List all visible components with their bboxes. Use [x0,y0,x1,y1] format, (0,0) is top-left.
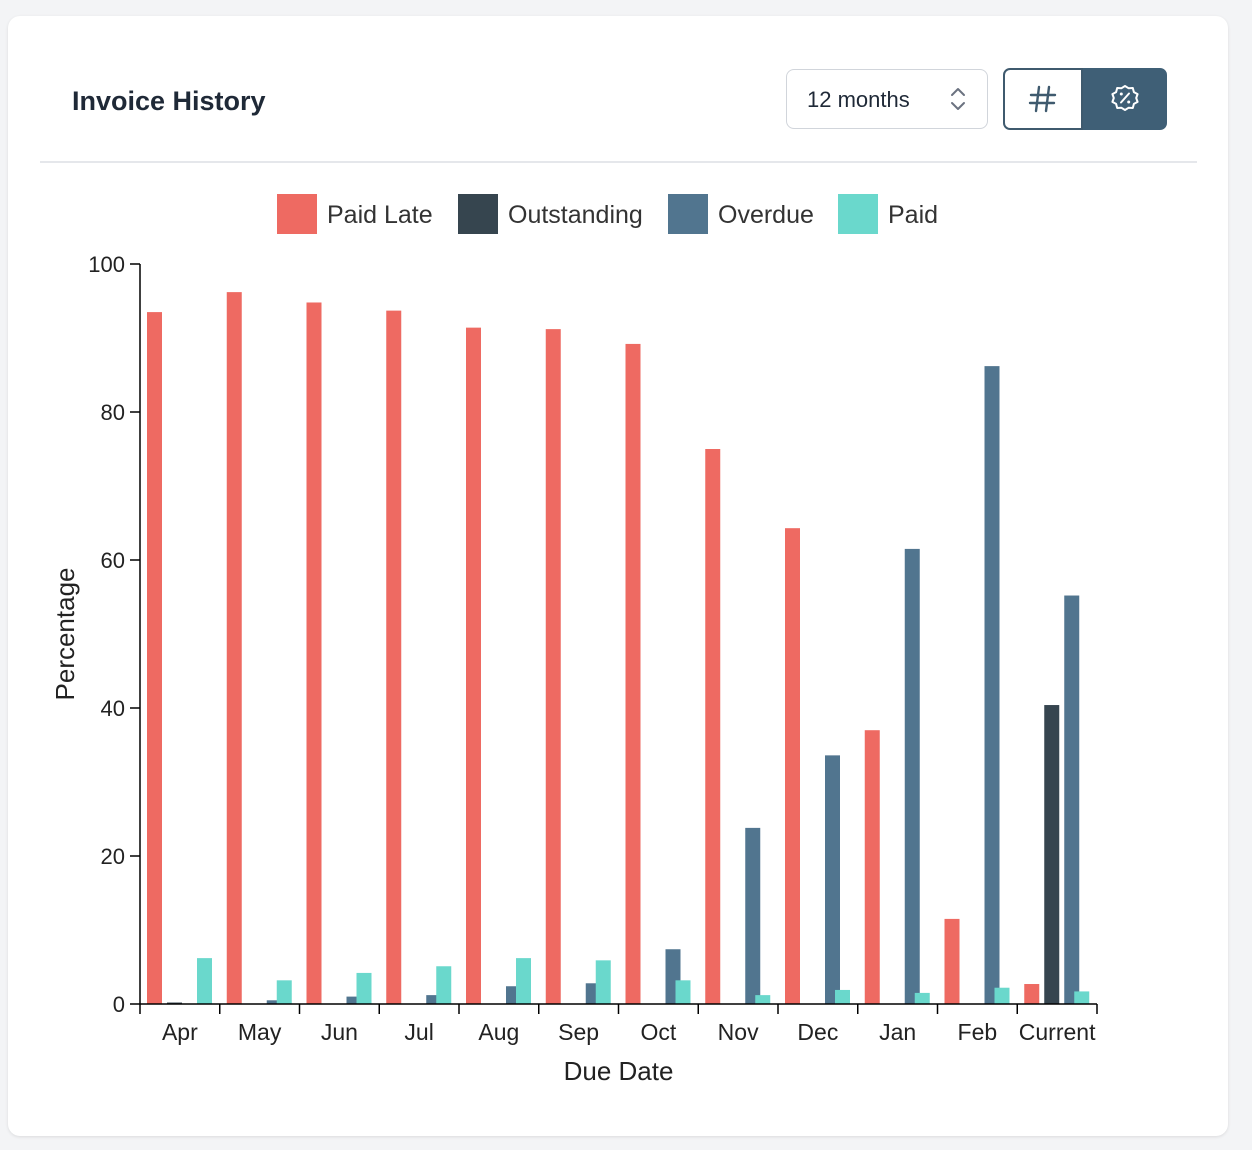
range-select-value: 12 months [807,87,910,112]
hash-icon [1028,85,1057,113]
x-tick-label: Current [1019,1019,1096,1045]
bar [1064,595,1080,1004]
bar [944,918,960,1004]
percent-mode-button[interactable] [1083,68,1167,130]
header-divider [40,161,1197,163]
bar [386,310,402,1004]
x-tick-label: Dec [797,1019,838,1045]
bar [994,987,1010,1004]
x-tick-label: Sep [558,1019,599,1045]
x-tick-label: Jul [404,1019,433,1045]
bar [346,996,362,1004]
legend-label: Paid [888,201,938,229]
bar [984,366,1000,1004]
bar [197,958,212,1004]
legend-swatch [668,194,708,234]
x-tick-label: Oct [640,1019,676,1045]
percent-badge-icon [1111,85,1139,111]
view-mode-toggle [1003,68,1167,130]
y-tick-label: 60 [101,548,125,573]
bar [426,995,442,1004]
bar [835,989,850,1004]
bar [864,730,880,1004]
x-tick-label: May [238,1019,282,1045]
legend-swatch [838,194,878,234]
bar [675,980,691,1004]
bar [705,449,721,1004]
range-select[interactable]: 12 months [786,69,988,129]
y-tick-label: 20 [101,844,125,869]
bar [436,966,452,1004]
x-tick-label: Aug [478,1019,519,1045]
bar [266,1000,282,1004]
bar [276,980,292,1004]
bar [745,827,761,1004]
bar [516,958,531,1004]
legend-swatch [458,194,498,234]
bar [545,329,561,1004]
y-tick-label: 80 [101,400,125,425]
bar [785,528,800,1004]
bar [1074,991,1090,1004]
bar [904,548,920,1004]
legend-label: Paid Late [327,201,433,229]
card-title: Invoice History [72,86,266,116]
bar [226,292,242,1004]
bar [625,343,641,1004]
bar [755,995,771,1004]
bar [466,327,481,1004]
y-tick-label: 40 [101,696,125,721]
x-tick-label: Nov [718,1019,759,1045]
bar [1044,705,1060,1004]
count-mode-button[interactable] [1003,68,1083,130]
bar [356,972,372,1004]
bar [914,992,930,1004]
bar [306,302,322,1005]
x-axis-title: Due Date [564,1056,674,1086]
bar [1024,984,1040,1004]
invoice-history-card: Invoice History 12 months [8,16,1228,1136]
bar [825,755,840,1004]
x-tick-label: Apr [162,1019,198,1045]
legend-label: Overdue [718,201,814,229]
bar [147,312,162,1005]
y-tick-label: 100 [88,252,125,277]
bar [595,960,611,1004]
x-tick-label: Feb [958,1019,998,1045]
legend-label: Outstanding [508,201,643,229]
x-tick-label: Jan [879,1019,916,1045]
chevron-up-down-icon [951,88,965,110]
x-tick-label: Jun [321,1019,358,1045]
y-axis-title: Percentage [50,568,80,701]
legend-swatch [277,194,317,234]
y-tick-label: 0 [113,992,125,1017]
